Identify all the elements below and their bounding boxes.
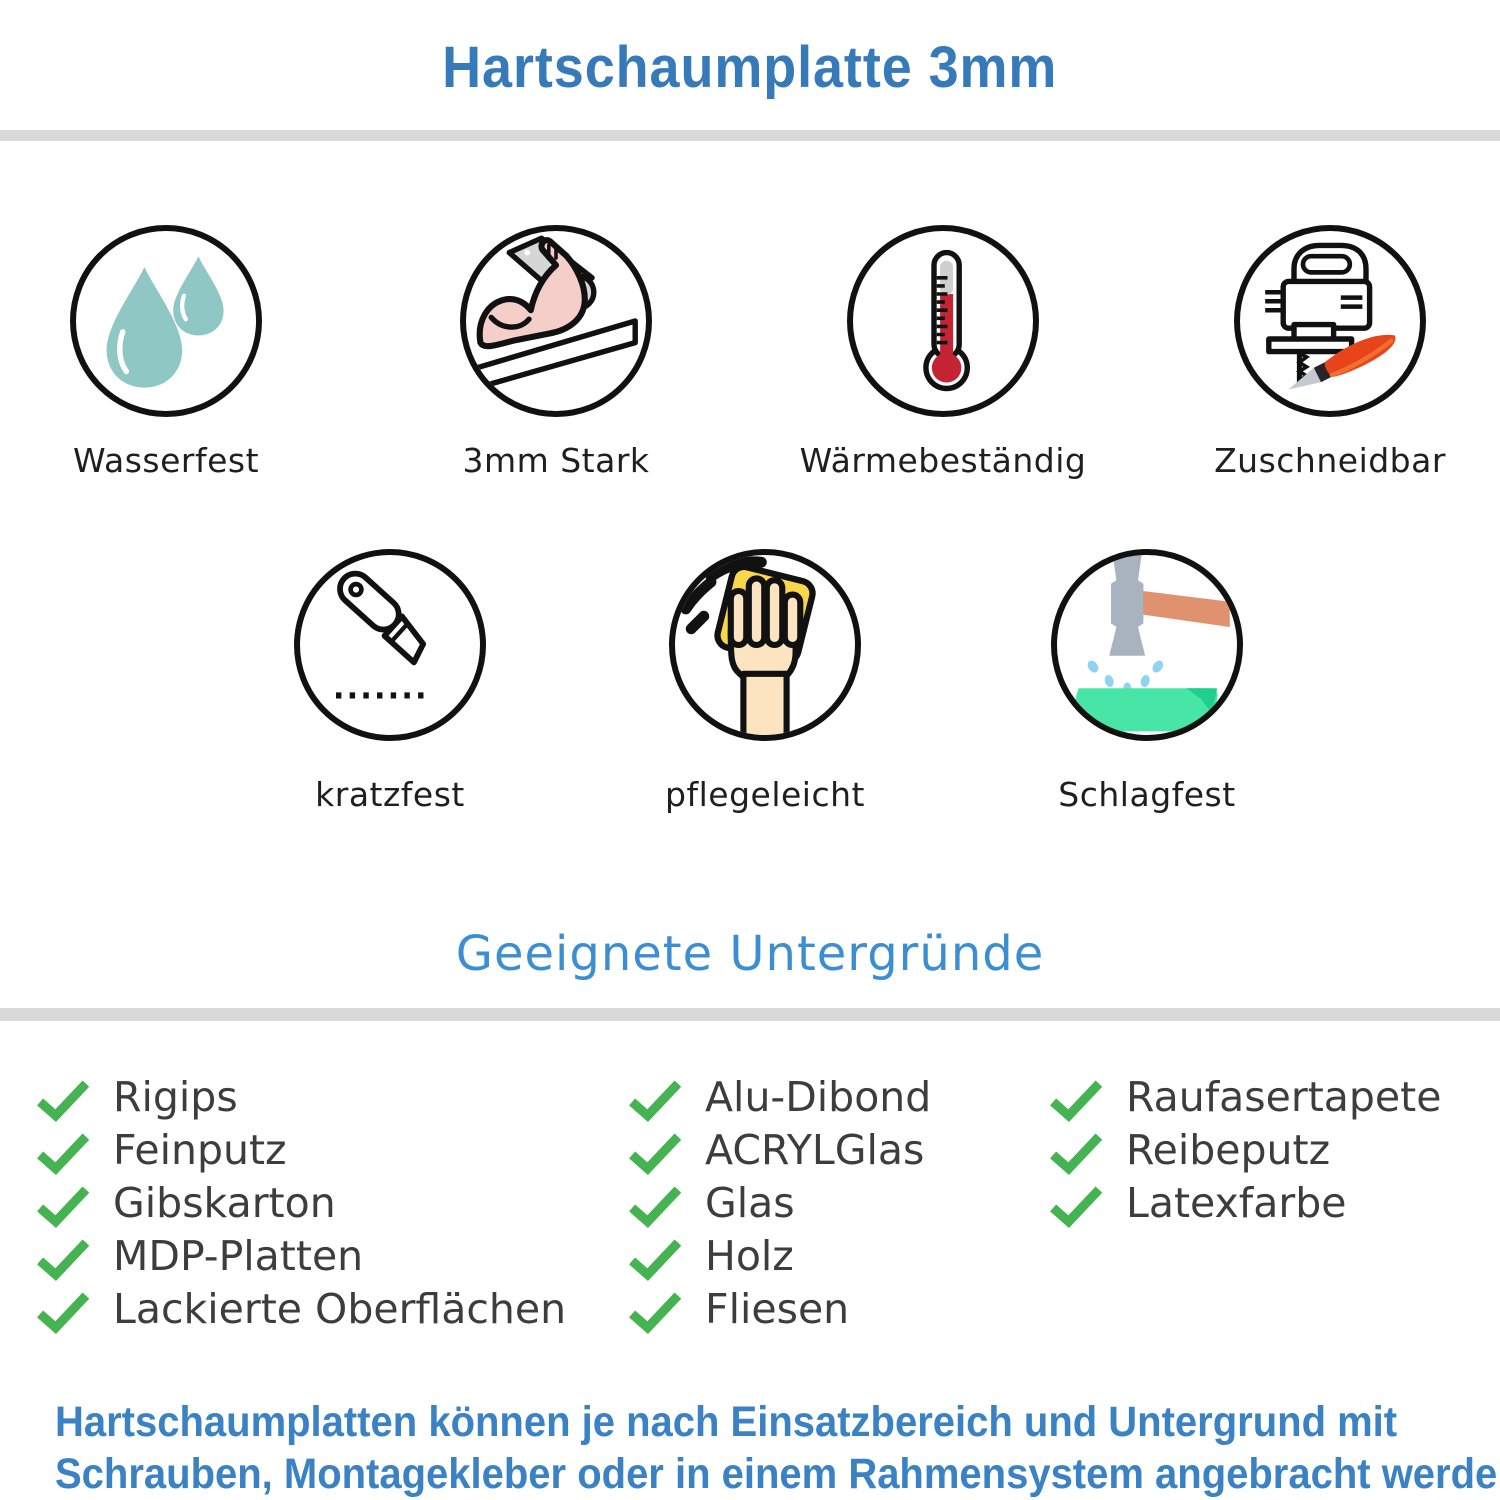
check-icon [37, 1079, 90, 1122]
substrate-label: MDP-Platten [113, 1231, 364, 1280]
section-title: Geeignete Untergründe [455, 926, 1045, 982]
substrate-label: Reibeputz [1126, 1125, 1331, 1174]
substrate-label: Latexfarbe [1126, 1178, 1347, 1227]
feature-waermebestaendig: Wärmebeständig [751, 225, 1135, 480]
feature-zuschneidbar: Zuschneidbar [1138, 225, 1500, 480]
substrate-item: ACRYLGlas [627, 1123, 931, 1176]
substrate-label: Rigips [113, 1072, 238, 1121]
wiping-hand-icon [680, 556, 816, 735]
substrate-label: Alu-Dibond [705, 1072, 932, 1121]
check-icon [629, 1185, 682, 1228]
substrate-label: Feinputz [113, 1125, 287, 1174]
substrate-label: Gibskarton [113, 1178, 336, 1227]
substrate-label: Glas [705, 1178, 795, 1227]
check-icon [629, 1079, 682, 1122]
substrate-label: Raufasertapete [1126, 1072, 1442, 1121]
check-icon [1050, 1185, 1103, 1228]
feature-label: kratzfest [315, 775, 465, 814]
check-icon [629, 1238, 682, 1281]
check-icon [1050, 1132, 1103, 1175]
substrate-label: Fliesen [705, 1284, 850, 1333]
feature-label: Zuschneidbar [1214, 441, 1446, 480]
footer-note: Hartschaumplatten können je nach Einsatz… [55, 1396, 1500, 1500]
footer-line-2: Schrauben, Montagekleber oder in einem R… [55, 1450, 1500, 1498]
thermometer-icon [923, 249, 970, 392]
substrates-column-3: Raufasertapete Reibeputz Latexfarbe [1048, 1070, 1441, 1229]
utility-knife-icon [336, 570, 432, 699]
substrate-item: MDP-Platten [35, 1229, 566, 1282]
substrate-item: Reibeputz [1048, 1123, 1441, 1176]
feature-label: Schlagfest [1058, 775, 1236, 814]
feature-circle [1234, 225, 1426, 417]
feature-circle [294, 549, 486, 741]
substrate-item: Raufasertapete [1048, 1070, 1441, 1123]
check-icon [629, 1132, 682, 1175]
feature-label: Wasserfest [72, 441, 260, 480]
feature-pflegeleicht: pflegeleicht [573, 549, 957, 814]
substrate-item: Latexfarbe [1048, 1176, 1441, 1229]
substrate-label: Holz [705, 1231, 794, 1280]
top-divider [0, 130, 1500, 141]
check-icon [37, 1291, 90, 1334]
feature-circle [669, 549, 861, 741]
substrate-item: Glas [627, 1176, 931, 1229]
substrates-column-2: Alu-Dibond ACRYLGlas Glas Holz Fliesen [627, 1070, 931, 1335]
substrate-item: Alu-Dibond [627, 1070, 931, 1123]
check-icon [37, 1185, 90, 1228]
feature-3mm-stark: 3mm Stark [364, 225, 748, 480]
feature-circle [460, 225, 652, 417]
substrate-item: Gibskarton [35, 1176, 566, 1229]
substrates-column-1: Rigips Feinputz Gibskarton MDP-Platten L… [35, 1070, 566, 1335]
feature-label: 3mm Stark [462, 441, 650, 480]
hammer-icon [1074, 555, 1230, 732]
bottom-divider [0, 1008, 1500, 1021]
check-icon [1050, 1079, 1103, 1122]
page-title: Hartschaumplatte 3mm [0, 34, 1500, 101]
substrate-item: Fliesen [627, 1282, 931, 1335]
jigsaw-icon [1265, 242, 1396, 390]
feature-circle [847, 225, 1039, 417]
footer-line-1: Hartschaumplatten können je nach Einsatz… [55, 1398, 1398, 1446]
feature-circle [1051, 549, 1243, 741]
substrate-item: Rigips [35, 1070, 566, 1123]
substrate-label: Lackierte Oberflächen [113, 1284, 567, 1333]
substrate-item: Holz [627, 1229, 931, 1282]
substrate-item: Lackierte Oberflächen [35, 1282, 566, 1335]
page-title-text: Hartschaumplatte 3mm [442, 35, 1058, 100]
water-drops-icon [106, 256, 224, 388]
check-icon [629, 1291, 682, 1334]
feature-kratzfest: kratzfest [198, 549, 582, 814]
feature-wasserfest: Wasserfest [0, 225, 358, 480]
flexed-arm-icon [474, 235, 638, 389]
check-icon [37, 1238, 90, 1281]
substrate-item: Feinputz [35, 1123, 566, 1176]
feature-schlagfest: Schlagfest [955, 549, 1339, 814]
feature-label: pflegeleicht [665, 775, 865, 814]
substrate-label: ACRYLGlas [705, 1125, 925, 1174]
check-icon [37, 1132, 90, 1175]
feature-circle [70, 225, 262, 417]
feature-label: Wärmebeständig [799, 441, 1087, 480]
